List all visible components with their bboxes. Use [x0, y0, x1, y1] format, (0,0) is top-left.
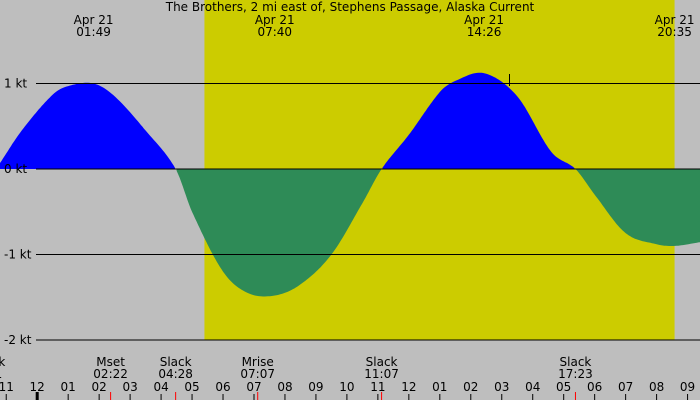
bottom-event-label: Slack: [366, 355, 398, 369]
bottom-event-label: Slack: [160, 355, 192, 369]
y-tick-label: -2 kt: [4, 333, 32, 347]
hour-tick-label: 06: [587, 380, 602, 394]
hour-tick-label: 12: [30, 380, 45, 394]
top-event-time: 01:49: [76, 25, 111, 39]
bottom-event-label: Mset: [96, 355, 125, 369]
top-event-date: Apr 21: [655, 13, 695, 27]
flood-area-2: [382, 72, 575, 169]
bottom-event-time: 02:22: [93, 367, 128, 381]
hour-tick-label: 01: [432, 380, 447, 394]
hour-axis: 11 12 01 02 03 04 05 06 07 08 09 10 11 12 01 02 03 04 05 06…: [0, 380, 695, 400]
ebb-area-3: [576, 169, 700, 246]
flood-area-0: [0, 82, 175, 169]
hour-tick-label: 03: [122, 380, 137, 394]
bottom-event-time: 04:28: [158, 367, 193, 381]
y-tick-label: -1 kt: [4, 248, 32, 262]
hour-tick-label: 06: [215, 380, 230, 394]
ebb-area-1: [176, 169, 381, 297]
hour-tick-label: 09: [308, 380, 323, 394]
hour-tick-label: 04: [525, 380, 540, 394]
top-event-date: Apr 21: [255, 13, 295, 27]
chart-title: The Brothers, 2 mi east of, Stephens Pas…: [165, 0, 535, 14]
top-event-date: Apr 21: [74, 13, 114, 27]
hour-tick-label: 12: [401, 380, 416, 394]
hour-tick-label: 01: [61, 380, 76, 394]
top-event-time: 14:26: [467, 25, 502, 39]
bottom-event-time: 17:23: [558, 367, 593, 381]
current-area-layer: [0, 72, 700, 297]
hour-tick-label: 05: [184, 380, 199, 394]
hour-tick-label: 08: [277, 380, 292, 394]
hour-tick-label: 02: [91, 380, 106, 394]
bottom-event-label: Slack: [560, 355, 592, 369]
hour-tick-label: 08: [649, 380, 664, 394]
y-tick-label: 0 kt: [4, 162, 27, 176]
midnight-marker: [35, 392, 39, 400]
bottom-event-label: ck: [0, 355, 5, 369]
hour-tick-label: 07: [246, 380, 261, 394]
hour-tick-label: 10: [339, 380, 354, 394]
hour-tick-label: 03: [494, 380, 509, 394]
hour-tick-label: 07: [618, 380, 633, 394]
hour-tick-label: 11: [370, 380, 385, 394]
bottom-event-time: 07:07: [240, 367, 275, 381]
hour-tick-label: 02: [463, 380, 478, 394]
hour-tick-label: 09: [680, 380, 695, 394]
gridlines: [36, 83, 700, 341]
bottom-event-time: 1: [0, 367, 2, 381]
top-event-time: 07:40: [257, 25, 292, 39]
hour-tick-label: 11: [0, 380, 14, 394]
bottom-event-labels: ck1Mset02:22Slack04:28Mrise07:07Slack11:…: [0, 355, 593, 381]
bottom-event-label: Mrise: [242, 355, 274, 369]
hour-tick-label: 04: [153, 380, 168, 394]
top-event-date: Apr 21: [464, 13, 504, 27]
y-axis-tick-labels: 1 kt 0 kt -1 kt -2 kt: [4, 77, 32, 348]
y-tick-label: 1 kt: [4, 77, 27, 91]
top-event-time: 20:35: [657, 25, 692, 39]
bottom-event-time: 11:07: [364, 367, 399, 381]
hour-tick-label: 05: [556, 380, 571, 394]
